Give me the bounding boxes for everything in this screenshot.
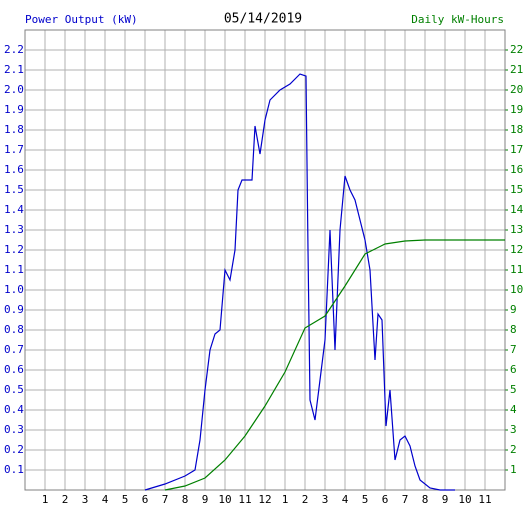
x-tick-label: 10 <box>218 493 231 506</box>
y-tick-label: 1.4 <box>4 203 24 216</box>
y-tick-label: 0.5 <box>4 383 24 396</box>
x-tick-label: 7 <box>162 493 169 506</box>
y-tick-label: 0.7 <box>4 343 24 356</box>
y2-tick-label: 15 <box>510 183 523 196</box>
x-tick-label: 1 <box>42 493 49 506</box>
y-tick-label: 1.5 <box>4 183 24 196</box>
y2-tick-label: 3 <box>510 423 517 436</box>
y-tick-label: 1.1 <box>4 263 24 276</box>
y2-tick-label: 1 <box>510 463 517 476</box>
y2-tick-label: 19 <box>510 103 523 116</box>
y-tick-label: 0.9 <box>4 303 24 316</box>
x-tick-label: 2 <box>62 493 69 506</box>
y-tick-label: 0.3 <box>4 423 24 436</box>
x-tick-label: 12 <box>258 493 271 506</box>
y2-tick-label: 21 <box>510 63 523 76</box>
series-line <box>164 239 505 491</box>
x-tick-label: 5 <box>122 493 129 506</box>
y-tick-label: 0.4 <box>4 403 24 416</box>
x-tick-label: 11 <box>238 493 251 506</box>
y2-tick-label: 6 <box>510 363 517 376</box>
y2-tick-label: 17 <box>510 143 523 156</box>
y-tick-label: 1.7 <box>4 143 24 156</box>
y-tick-label: 1.3 <box>4 223 24 236</box>
x-tick-label: 9 <box>442 493 449 506</box>
series-line <box>144 73 455 491</box>
x-tick-label: 11 <box>478 493 491 506</box>
x-tick-label: 5 <box>362 493 369 506</box>
y-tick-label: 2.2 <box>4 43 24 56</box>
y2-axis-label: Daily kW-Hours <box>411 13 504 26</box>
y2-tick-label: 2 <box>510 443 517 456</box>
y2-tick-label: 7 <box>510 343 517 356</box>
x-tick-label: 10 <box>458 493 471 506</box>
x-tick-label: 2 <box>302 493 309 506</box>
y2-tick-label: 8 <box>510 323 517 336</box>
y-tick-label: 1.8 <box>4 123 24 136</box>
x-tick-label: 9 <box>202 493 209 506</box>
y-tick-label: 0.1 <box>4 463 24 476</box>
y-tick-label: 1.2 <box>4 243 24 256</box>
chart-title: 05/14/2019 <box>224 12 302 27</box>
y2-tick-label: 14 <box>510 203 524 216</box>
x-tick-label: 4 <box>102 493 109 506</box>
y2-tick-label: 18 <box>510 123 523 136</box>
y-axis-label: Power Output (kW) <box>25 13 138 26</box>
x-tick-label: 6 <box>142 493 149 506</box>
y2-tick-label: 20 <box>510 83 523 96</box>
y2-tick-label: 10 <box>510 283 523 296</box>
y2-tick-label: 16 <box>510 163 523 176</box>
y-tick-label: 0.6 <box>4 363 24 376</box>
y-tick-label: 0.2 <box>4 443 24 456</box>
x-tick-label: 6 <box>382 493 389 506</box>
y2-tick-label: 5 <box>510 383 517 396</box>
y-tick-label: 2.1 <box>4 63 24 76</box>
y2-tick-label: 11 <box>510 263 523 276</box>
x-tick-label: 4 <box>342 493 349 506</box>
x-tick-label: 8 <box>182 493 189 506</box>
x-tick-label: 1 <box>282 493 289 506</box>
y-tick-label: 1.0 <box>4 283 24 296</box>
y2-tick-label: 9 <box>510 303 517 316</box>
y2-tick-label: 4 <box>510 403 517 416</box>
y2-tick-label: 12 <box>510 243 523 256</box>
y-tick-label: 1.6 <box>4 163 24 176</box>
x-tick-label: 8 <box>422 493 429 506</box>
y-tick-label: 2.0 <box>4 83 24 96</box>
y-tick-label: 1.9 <box>4 103 24 116</box>
x-tick-label: 7 <box>402 493 409 506</box>
y2-tick-label: 13 <box>510 223 523 236</box>
y2-tick-label: 22 <box>510 43 523 56</box>
y-tick-label: 0.8 <box>4 323 24 336</box>
x-tick-label: 3 <box>322 493 329 506</box>
x-tick-label: 3 <box>82 493 89 506</box>
plot-border <box>24 29 506 491</box>
